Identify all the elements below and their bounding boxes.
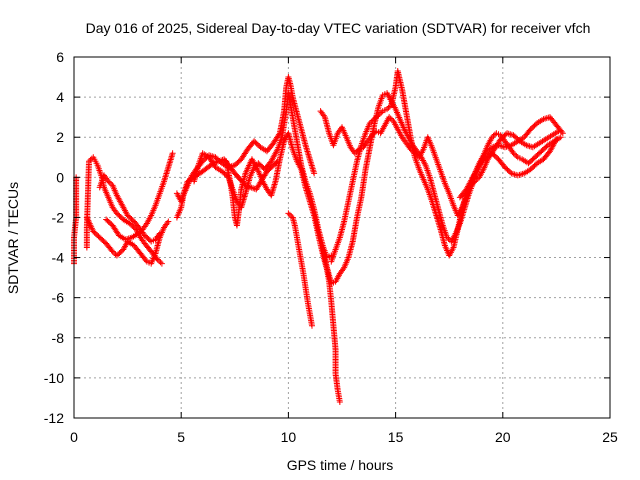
series-sat-d xyxy=(96,172,163,245)
data-point xyxy=(274,158,281,165)
chart-title: Day 016 of 2025, Sidereal Day-to-day VTE… xyxy=(86,20,591,36)
y-tick-label: -10 xyxy=(44,370,64,386)
data-point xyxy=(158,260,165,267)
data-point xyxy=(138,227,145,234)
series-sat-f xyxy=(173,74,318,221)
data-point xyxy=(106,179,113,186)
y-tick-label: 6 xyxy=(56,49,64,65)
data-point xyxy=(372,114,379,121)
series-sat-k xyxy=(328,68,562,265)
data-point xyxy=(111,249,118,256)
data-point xyxy=(154,256,161,263)
data-point xyxy=(409,147,416,154)
data-point xyxy=(286,211,293,218)
x-axis-ticks: 0 5 10 15 20 25 xyxy=(70,57,618,445)
y-axis-label: SDTVAR / TECUs xyxy=(5,182,21,294)
data-point xyxy=(87,156,94,163)
data-point xyxy=(490,132,497,139)
y-tick-label: -6 xyxy=(52,290,65,306)
data-point xyxy=(375,112,382,119)
plot-frame xyxy=(73,56,611,419)
data-point xyxy=(273,159,280,166)
data-point xyxy=(88,155,95,162)
data-point xyxy=(513,152,520,159)
data-point xyxy=(353,148,360,155)
x-tick-label: 25 xyxy=(602,429,618,445)
data-point xyxy=(368,118,375,125)
data-point xyxy=(489,134,496,141)
data-point xyxy=(411,150,418,157)
x-tick-label: 20 xyxy=(495,429,511,445)
data-point xyxy=(136,229,143,236)
x-tick-label: 15 xyxy=(388,429,404,445)
data-point xyxy=(135,230,142,237)
series-sat-i xyxy=(285,210,315,329)
series-sat-a xyxy=(71,174,80,267)
data-point xyxy=(169,150,176,157)
data-point xyxy=(407,146,414,153)
data-point xyxy=(384,106,391,113)
data-point xyxy=(108,247,115,254)
series-sat-l xyxy=(317,108,564,219)
data-point xyxy=(387,115,394,122)
data-point xyxy=(308,322,315,329)
data-point xyxy=(378,109,385,116)
data-marks xyxy=(71,68,566,405)
data-point xyxy=(351,150,358,157)
data-point xyxy=(311,170,318,177)
data-point xyxy=(108,181,115,188)
data-point xyxy=(555,128,562,135)
series-sat-j xyxy=(319,90,566,287)
data-point xyxy=(157,259,164,266)
data-point xyxy=(285,210,292,217)
data-point xyxy=(385,104,392,111)
data-point xyxy=(165,218,172,225)
y-tick-label: -4 xyxy=(52,250,65,266)
y-tick-label: -12 xyxy=(44,410,64,426)
data-point xyxy=(553,136,560,143)
y-tick-label: 0 xyxy=(56,169,64,185)
data-point xyxy=(511,151,518,158)
data-point xyxy=(275,131,282,138)
x-axis-label: GPS time / hours xyxy=(287,457,394,473)
data-point xyxy=(370,130,377,137)
x-tick-label: 5 xyxy=(177,429,185,445)
y-tick-label: 4 xyxy=(56,89,64,105)
data-point xyxy=(86,158,93,165)
data-point xyxy=(445,235,452,242)
data-point xyxy=(557,134,564,141)
data-point xyxy=(369,132,376,139)
data-point xyxy=(109,248,116,255)
data-point xyxy=(336,398,343,405)
data-point xyxy=(366,120,373,127)
x-tick-label: 10 xyxy=(281,429,297,445)
series-sat-n xyxy=(173,156,281,205)
data-point xyxy=(105,178,112,185)
data-point xyxy=(510,150,517,157)
data-point xyxy=(371,116,378,123)
series-sat-e xyxy=(103,150,176,243)
series-sat-m xyxy=(456,136,560,201)
data-point xyxy=(142,257,149,264)
y-tick-label: 2 xyxy=(56,129,64,145)
data-point xyxy=(369,117,376,124)
data-point xyxy=(410,148,417,155)
data-point xyxy=(156,257,163,264)
y-tick-label: -2 xyxy=(52,209,65,225)
data-point xyxy=(413,151,420,158)
data-point xyxy=(386,114,393,121)
data-point xyxy=(374,113,381,120)
y-axis-ticks: -12 -10 -8 -6 -4 -2 0 2 4 6 xyxy=(44,49,610,426)
y-tick-label: -8 xyxy=(52,330,65,346)
series-sat-c xyxy=(83,214,172,267)
data-point xyxy=(376,110,383,117)
data-point xyxy=(559,130,566,137)
x-tick-label: 0 xyxy=(70,429,78,445)
data-point xyxy=(354,147,361,154)
data-point xyxy=(156,230,163,237)
